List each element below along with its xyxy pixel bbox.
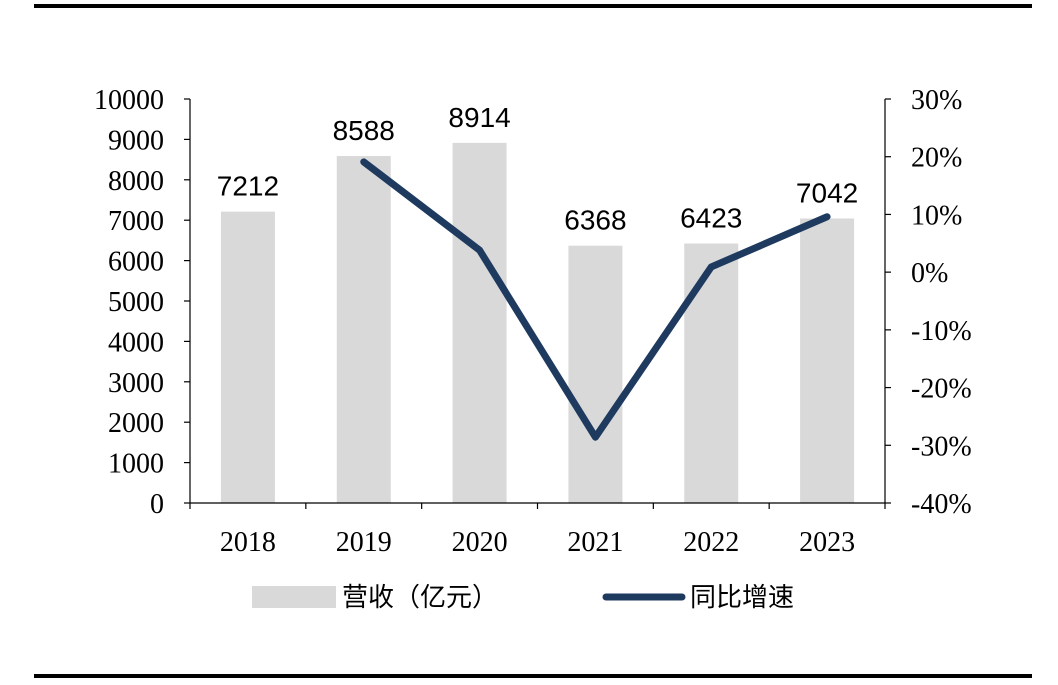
right-tick-label: 10%	[911, 200, 962, 231]
bar-value-label: 7042	[796, 178, 858, 209]
left-tick-label: 9000	[108, 125, 164, 156]
left-tick-label: 2000	[108, 408, 164, 439]
left-tick-label: 3000	[108, 368, 164, 399]
bar-2019	[336, 156, 391, 503]
bar-2020	[452, 142, 507, 504]
left-tick-label: 8000	[108, 166, 164, 197]
axes: 0 1000 2000 3000 4000 5000 6000 7000 8000 9000 100…	[94, 85, 972, 558]
left-tick-label: 1000	[108, 449, 164, 480]
bar-value-label: 6368	[564, 205, 626, 236]
left-tick-label: 10000	[94, 85, 164, 116]
right-tick-label: -30%	[911, 431, 972, 462]
legend: 营收（亿元） 同比增速	[252, 583, 794, 613]
right-tick-label: -10%	[911, 316, 972, 347]
x-tick-label: 2018	[220, 527, 276, 558]
bar-2021	[568, 245, 623, 504]
x-tick-label: 2019	[336, 527, 392, 558]
growth-point-2020	[476, 247, 483, 254]
left-tick-label: 6000	[108, 247, 164, 278]
right-tick-label: -40%	[911, 489, 972, 520]
growth-point-2019	[360, 158, 367, 165]
bar-2018	[220, 211, 275, 503]
left-tick-label: 4000	[108, 327, 164, 358]
legend-bar-swatch	[252, 586, 336, 608]
growth-point-2021	[592, 434, 599, 441]
x-tick-label: 2021	[567, 527, 623, 558]
x-tick-label: 2020	[452, 527, 508, 558]
right-tick-label: 0%	[911, 258, 948, 289]
left-tick-label: 7000	[108, 206, 164, 237]
bar-value-label: 8588	[333, 115, 395, 146]
x-tick-label: 2023	[799, 527, 855, 558]
x-tick-label: 2022	[683, 527, 739, 558]
line-series	[360, 158, 831, 441]
legend-bar-label: 营收（亿元）	[342, 583, 498, 613]
bar-2022	[684, 243, 739, 503]
top-rule	[34, 4, 1032, 8]
bar-2023	[800, 218, 855, 503]
left-tick-label: 5000	[108, 287, 164, 318]
right-tick-label: -20%	[911, 374, 972, 405]
left-tick-label: 0	[150, 489, 164, 520]
bar-value-label: 7212	[217, 171, 279, 202]
bottom-rule	[34, 674, 1032, 678]
bar-value-label: 6423	[680, 203, 742, 234]
growth-point-2023	[824, 213, 831, 220]
right-tick-label: 30%	[911, 85, 962, 116]
growth-point-2022	[708, 263, 715, 270]
data-labels: 7212 8588 8914 6368 6423 7042	[217, 102, 858, 236]
legend-line-label: 同比增速	[690, 583, 794, 613]
bar-value-label: 8914	[448, 102, 510, 133]
bar-series	[220, 142, 855, 504]
right-tick-label: 20%	[911, 143, 962, 174]
